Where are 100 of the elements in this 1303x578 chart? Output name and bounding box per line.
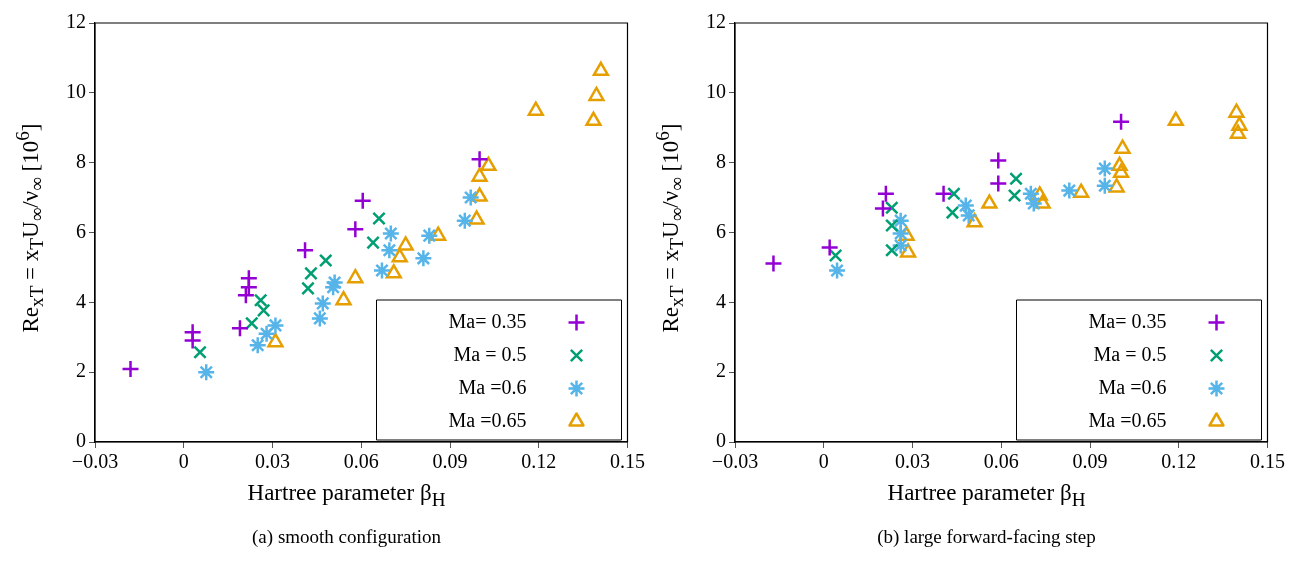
point <box>397 236 414 251</box>
point <box>346 220 365 239</box>
point <box>1111 156 1128 172</box>
point <box>480 156 497 172</box>
y-tick-label: 0 <box>716 429 726 452</box>
point <box>230 318 250 338</box>
point <box>455 211 475 230</box>
x-axis-title: Hartree parameter β$_{H}$ <box>246 480 447 511</box>
point <box>347 268 364 284</box>
x-tick-label: 0.03 <box>895 450 930 473</box>
point <box>989 151 1008 170</box>
point <box>527 101 544 116</box>
point <box>239 278 259 297</box>
x-tick-label: 0.15 <box>610 450 645 473</box>
point <box>828 248 843 263</box>
point <box>585 111 602 127</box>
point <box>891 236 910 255</box>
point <box>934 184 953 203</box>
point <box>1167 111 1184 127</box>
y-tick-label: 8 <box>76 149 86 172</box>
x-tick-label: 0.03 <box>255 450 290 473</box>
y-tick-label: 6 <box>76 219 86 242</box>
legend-label: Ma= 0.35 <box>1088 309 1167 332</box>
point <box>884 218 899 233</box>
point <box>764 254 783 273</box>
y-tick-label: 2 <box>76 359 86 382</box>
point <box>193 345 207 360</box>
point <box>1112 163 1130 179</box>
x-tick-label: 0.12 <box>521 450 557 473</box>
point <box>468 210 485 225</box>
point <box>588 86 605 102</box>
y-tick-label: 2 <box>716 359 726 382</box>
point <box>420 226 439 245</box>
legend-label: Ma =0.6 <box>1098 375 1167 398</box>
point <box>318 253 333 268</box>
x-tick-label: −0.03 <box>711 450 759 473</box>
point <box>266 316 285 335</box>
point <box>1060 181 1079 200</box>
point <box>827 261 847 280</box>
point <box>891 211 910 230</box>
legend-label: Ma =0.65 <box>448 408 527 431</box>
x-tick-label: 0.06 <box>983 450 1019 473</box>
point <box>248 336 267 355</box>
y-tick-label: 12 <box>706 10 726 33</box>
legend-label: Ma =0.65 <box>1088 408 1167 431</box>
y-tick-label: 0 <box>76 429 86 452</box>
x-tick-label: 0.06 <box>343 450 379 473</box>
point <box>461 188 480 207</box>
point <box>313 294 333 313</box>
legend-label: Ma = 0.5 <box>1093 342 1167 365</box>
text: (a) smooth configuration <box>251 526 442 548</box>
x-tick-label: −0.03 <box>71 450 119 473</box>
point <box>884 200 899 215</box>
legend-label: Ma =0.6 <box>458 375 527 398</box>
point <box>471 167 488 182</box>
point <box>121 359 140 379</box>
point <box>1095 159 1115 178</box>
point <box>183 331 202 350</box>
point <box>470 149 489 169</box>
text: (b) large forward-facing step <box>876 526 1097 548</box>
y-tick-label: 4 <box>76 289 86 312</box>
y-tick-label: 4 <box>716 289 726 312</box>
x-tick-label: 0 <box>178 450 189 473</box>
point <box>884 243 899 258</box>
point <box>1007 188 1022 203</box>
x-axis-title: Hartree parameter β$_{H}$ <box>886 480 1087 511</box>
point <box>989 174 1008 193</box>
point <box>414 249 433 268</box>
x-tick-label: 0.09 <box>432 450 468 473</box>
point <box>1114 139 1131 154</box>
point <box>381 224 401 243</box>
point <box>876 184 896 203</box>
point <box>1231 116 1248 131</box>
point <box>1072 183 1090 198</box>
point <box>592 61 610 77</box>
point <box>304 266 318 281</box>
point <box>945 205 960 220</box>
point <box>196 362 216 382</box>
point <box>310 309 330 328</box>
legend-label: Ma = 0.5 <box>453 342 527 365</box>
point <box>391 248 408 263</box>
point <box>257 324 276 344</box>
point <box>385 264 402 279</box>
y-tick-label: 10 <box>706 80 726 103</box>
point <box>947 186 961 201</box>
point <box>244 316 259 331</box>
y-tick-label: 6 <box>716 219 726 242</box>
point <box>1095 176 1115 195</box>
point <box>353 191 372 210</box>
x-tick-label: 0.15 <box>1250 450 1285 473</box>
legend-label: Ma= 0.35 <box>448 309 527 332</box>
point <box>301 281 315 296</box>
point <box>873 199 893 218</box>
y-tick-label: 10 <box>66 80 86 103</box>
point <box>1229 124 1247 139</box>
point <box>1228 103 1245 118</box>
point <box>236 286 256 305</box>
point <box>1111 112 1131 132</box>
point <box>820 238 839 257</box>
point <box>372 211 386 226</box>
